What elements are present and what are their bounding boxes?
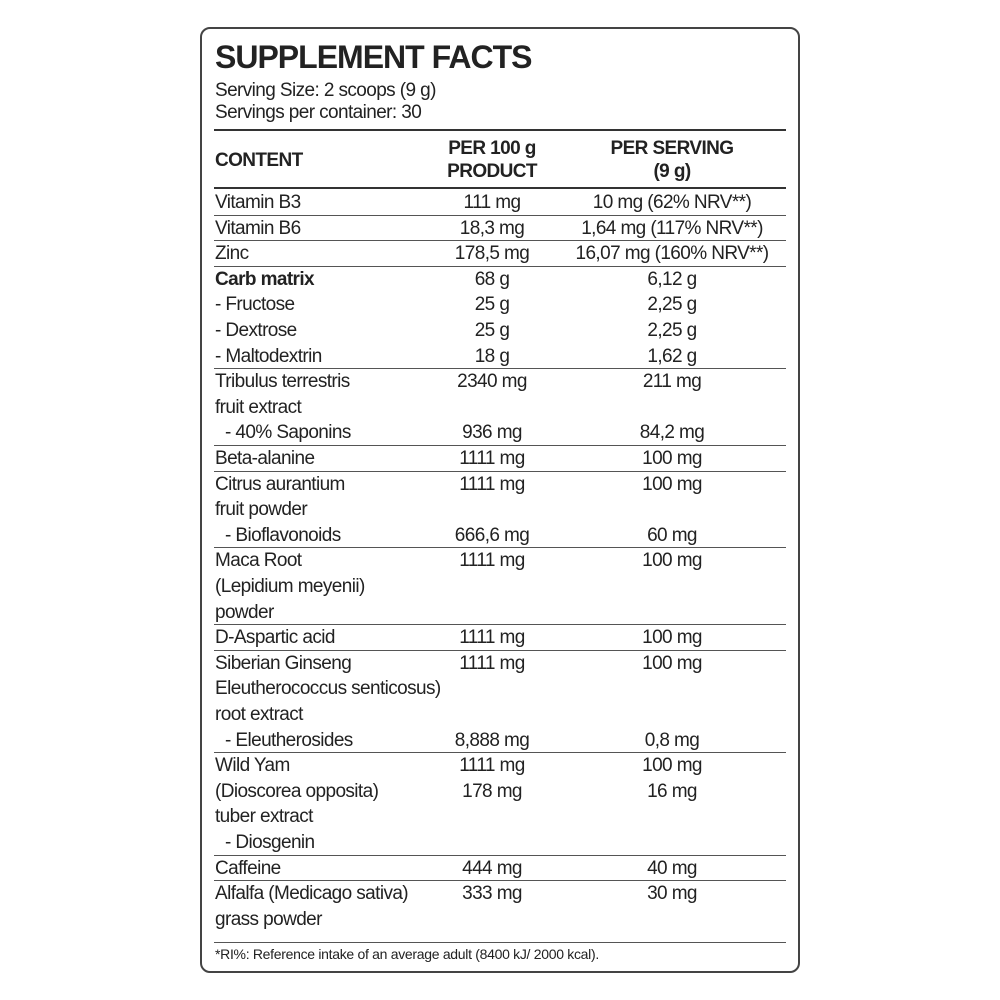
- ingredient-name: grass powder: [215, 908, 322, 930]
- per-serving-value: 0,8 mg: [644, 729, 700, 751]
- header-rule: [214, 187, 786, 189]
- per-serving-value: 100 mg: [642, 550, 702, 572]
- ingredient-name: Eleutherococcus senticosus): [215, 678, 441, 700]
- row-rule: [214, 265, 786, 267]
- ingredient-name: - Dextrose: [215, 320, 297, 341]
- per-serving-value: 60 mg: [647, 524, 697, 546]
- per-100g-value: 1111 mg: [459, 652, 525, 674]
- row-rule: [214, 547, 786, 549]
- per-100g-value: 2340 mg: [457, 371, 527, 393]
- ingredient-name: tuber extract: [215, 806, 313, 828]
- per-serving-value: 100 mg: [642, 473, 702, 495]
- ingredient-name: D-Aspartic acid: [215, 627, 335, 649]
- per-100g-value: 68 g: [474, 268, 510, 290]
- per-100g-value: 178 mg: [462, 780, 522, 802]
- content-header: CONTENT: [215, 150, 303, 171]
- ingredient-name: Wild Yam: [215, 755, 290, 777]
- ingredient-name: - Maltodextrin: [215, 345, 322, 367]
- footnote: *RI%: Reference intake of an average adu…: [215, 946, 599, 962]
- per-serving-value: 100 mg: [642, 755, 702, 777]
- per-serving-value: 30 mg: [647, 883, 697, 905]
- per-serving-value: 2,25 g: [647, 294, 697, 316]
- per-serving-value: 6,12 g: [647, 268, 697, 290]
- ingredient-name: Caffeine: [215, 857, 281, 879]
- row-rule: [214, 880, 786, 882]
- per-serving-value: 211 mg: [642, 371, 702, 393]
- row-rule: [214, 752, 786, 754]
- per-serving-value: 100 mg: [642, 448, 702, 469]
- serving-size: Serving Size: 2 scoops (9 g): [215, 80, 436, 101]
- ingredient-name: root extract: [215, 704, 303, 725]
- per-serving-header: PER SERVING: [610, 138, 735, 159]
- per-serving-value: 100 mg: [642, 652, 702, 674]
- footnote-rule: [214, 942, 786, 943]
- per-100g-header: PRODUCT: [447, 161, 537, 182]
- per-100g-value: 444 mg: [462, 857, 522, 879]
- per-serving-value: 2,25 g: [647, 320, 697, 341]
- ingredient-name: - Diosgenin: [225, 832, 315, 853]
- title: SUPPLEMENT FACTS: [215, 39, 532, 75]
- ingredient-name: - Eleutherosides: [225, 729, 353, 751]
- ingredient-name: Alfalfa (Medicago sativa): [215, 883, 409, 905]
- header-rule: [214, 129, 786, 131]
- per-serving-value: 16 mg: [647, 780, 697, 802]
- row-rule: [214, 854, 786, 856]
- ingredient-name: - Fructose: [215, 294, 295, 316]
- ingredient-name: fruit powder: [215, 499, 308, 521]
- ingredient-name: (Lepidium meyenii): [215, 576, 365, 597]
- per-100g-value: 111 mg: [463, 192, 522, 213]
- per-100g-value: 666,6 mg: [454, 524, 530, 546]
- ingredient-name: Vitamin B6: [215, 217, 301, 239]
- ingredient-name: Siberian Ginseng: [215, 652, 352, 674]
- per-100g-value: 333 mg: [462, 883, 522, 905]
- per-serving-value: 40 mg: [647, 857, 697, 879]
- ingredient-name: Vitamin B3: [215, 192, 301, 213]
- per-100g-value: 1111 mg: [459, 473, 525, 495]
- per-serving-header: (9 g): [653, 161, 691, 182]
- per-100g-value: 25 g: [474, 294, 510, 316]
- per-100g-value: 25 g: [474, 320, 510, 341]
- ingredient-name: powder: [215, 601, 274, 623]
- per-100g-value: 178,5 mg: [454, 243, 530, 265]
- per-100g-value: 936 mg: [462, 422, 522, 444]
- row-rule: [214, 445, 786, 446]
- servings-per-container: Servings per container: 30: [215, 102, 422, 123]
- ingredient-name: fruit extract: [215, 396, 302, 418]
- per-serving-value: 16,07 mg (160% NRV**): [575, 243, 770, 265]
- row-rule: [214, 368, 786, 370]
- ingredient-name: (Dioscorea opposita): [215, 780, 379, 802]
- per-100g-value: 1111 mg: [459, 550, 525, 572]
- ingredient-name: Zinc: [215, 243, 249, 265]
- row-rule: [214, 214, 786, 216]
- per-100g-value: 18 g: [474, 345, 510, 367]
- row-rule: [214, 240, 786, 242]
- per-serving-value: 84,2 mg: [639, 422, 705, 444]
- per-serving-value: 10 mg (62% NRV**): [592, 192, 752, 213]
- row-rule: [214, 649, 786, 651]
- ingredient-name: Tribulus terrestris: [215, 371, 350, 393]
- per-serving-value: 1,62 g: [647, 345, 697, 367]
- ingredient-name: Maca Root: [215, 550, 302, 572]
- ingredient-name: - Bioflavonoids: [225, 524, 341, 546]
- ingredient-name: Citrus aurantium: [215, 473, 345, 495]
- per-100g-value: 1111 mg: [459, 755, 525, 777]
- supplement-facts-panel: SUPPLEMENT FACTS Serving Size: 2 scoops …: [200, 27, 800, 973]
- ingredient-name: - 40% Saponins: [225, 422, 351, 444]
- ingredient-name: Carb matrix: [215, 268, 315, 290]
- per-100g-value: 1111 mg: [459, 627, 525, 649]
- per-100g-value: 18,3 mg: [459, 217, 525, 239]
- per-100g-value: 8,888 mg: [454, 729, 530, 751]
- per-serving-value: 1,64 mg (117% NRV**): [581, 217, 763, 239]
- per-100g-header: PER 100 g: [448, 138, 536, 159]
- row-rule: [214, 470, 786, 472]
- per-serving-value: 100 mg: [642, 627, 702, 649]
- per-100g-value: 1111 mg: [459, 448, 525, 469]
- ingredient-name: Beta-alanine: [215, 448, 315, 469]
- row-rule: [214, 624, 786, 626]
